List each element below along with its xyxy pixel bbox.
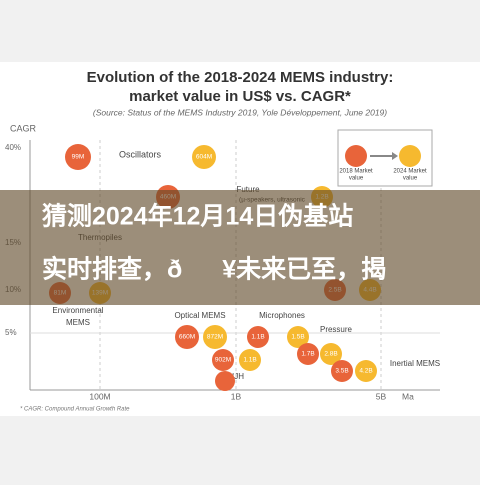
- group-label: Optical MEMS: [174, 311, 225, 320]
- y-tick-label: 40%: [5, 143, 21, 152]
- banner-text: 实时排查，ð¥未来已至，揭: [42, 255, 386, 284]
- bubble-label: 1.1B: [251, 334, 264, 341]
- bubble: [212, 349, 234, 371]
- bubble-label: 99M: [72, 154, 85, 161]
- bubble: [320, 343, 342, 365]
- x-tick-label: Ma: [402, 391, 414, 401]
- bubble: [175, 325, 199, 349]
- bubble-label: 4.2B: [359, 368, 372, 375]
- subtitle: (Source: Status of the MEMS Industry 201…: [93, 107, 387, 117]
- legend-label: value: [403, 176, 418, 182]
- bubble: [355, 360, 377, 382]
- group-label: Oscillators: [119, 149, 162, 159]
- bubble: [297, 343, 319, 365]
- banner-text: 猜测2024年12月14日伪基站: [41, 202, 353, 231]
- group-label: Pressure: [320, 325, 353, 334]
- bubble-label: 1.1B: [243, 357, 256, 364]
- legend-arrow: [392, 152, 398, 160]
- banner: [0, 190, 480, 305]
- bubble-label: 902M: [215, 357, 231, 364]
- x-tick-label: 1B: [231, 391, 242, 401]
- bubble: [192, 145, 216, 169]
- bubble-label: 872M: [207, 334, 223, 341]
- y-tick-label: 5%: [5, 328, 17, 337]
- title: Evolution of the 2018-2024 MEMS industry…: [87, 69, 394, 86]
- legend-swatch: [399, 145, 421, 167]
- group-label: Microphones: [259, 311, 305, 320]
- bubble-label: 1.7B: [301, 351, 314, 358]
- bubble: [331, 360, 353, 382]
- x-tick-label: 5B: [376, 391, 387, 401]
- bubble-label: 660M: [179, 334, 195, 341]
- group-label: MEMS: [66, 318, 90, 327]
- group-label: Inertial MEMS: [390, 359, 440, 368]
- bubble: [215, 371, 235, 391]
- bubble: [203, 325, 227, 349]
- bubble: [239, 349, 261, 371]
- x-tick-label: 100M: [89, 391, 110, 401]
- bubble: [287, 326, 309, 348]
- bubble: [247, 326, 269, 348]
- bubble-label: 2.8B: [324, 351, 337, 358]
- bubble-label: 3.5B: [335, 368, 348, 375]
- group-label: Environmental: [52, 306, 103, 315]
- title: market value in US$ vs. CAGR*: [129, 88, 351, 105]
- group-label: IJH: [232, 372, 244, 381]
- bubble: [65, 144, 91, 170]
- group-label: Future: [236, 185, 260, 194]
- legend-swatch: [345, 145, 367, 167]
- bubble-label: 604M: [196, 154, 212, 161]
- y-axis-label: CAGR: [10, 123, 37, 133]
- legend-label: 2024 Market: [393, 169, 427, 175]
- legend-label: value: [349, 176, 364, 182]
- footnote: * CAGR: Compound Annual Growth Rate: [20, 407, 130, 413]
- bubble-label: 1.5B: [291, 334, 304, 341]
- legend-label: 2018 Market: [339, 169, 373, 175]
